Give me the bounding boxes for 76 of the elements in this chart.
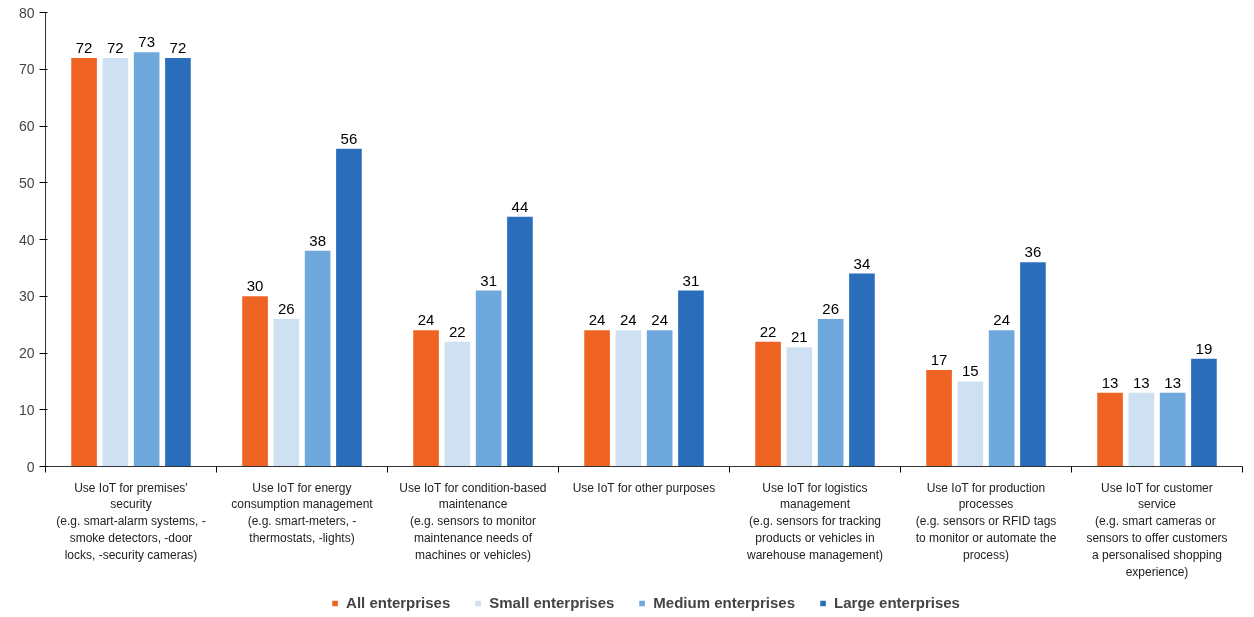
data-label: 13 xyxy=(1133,373,1150,391)
data-label: 24 xyxy=(651,311,668,329)
data-label: 72 xyxy=(107,38,124,56)
data-label: 26 xyxy=(822,299,839,317)
data-label: 24 xyxy=(417,311,435,329)
y-tick-label: 50 xyxy=(18,174,35,191)
data-label: 31 xyxy=(480,271,497,289)
data-label: 34 xyxy=(853,254,871,272)
y-tick-label: 30 xyxy=(18,288,35,305)
bar xyxy=(786,347,813,467)
x-tick-label: Use IoT for condition-based maintenance (e.g. sensors to monitor maintenance needs of machines or vehicles) xyxy=(399,480,547,562)
bar xyxy=(988,330,1015,467)
bar xyxy=(849,273,875,467)
bar xyxy=(413,330,439,467)
bar xyxy=(957,381,984,467)
bar xyxy=(584,330,610,467)
bar xyxy=(273,318,300,467)
data-label: 30 xyxy=(246,277,264,295)
bar xyxy=(304,250,331,467)
bar xyxy=(678,290,704,467)
y-tick-label: 20 xyxy=(18,345,35,361)
data-label: 44 xyxy=(511,197,529,215)
bar xyxy=(926,370,952,467)
bar xyxy=(102,57,129,467)
bar xyxy=(646,330,673,467)
data-label: 22 xyxy=(759,322,777,340)
bar xyxy=(1097,392,1123,467)
data-label: 21 xyxy=(791,328,808,346)
data-label: 22 xyxy=(449,322,466,340)
data-label: 24 xyxy=(993,311,1010,329)
data-label: 24 xyxy=(620,311,637,329)
bar xyxy=(1159,392,1186,467)
data-label: 13 xyxy=(1101,373,1119,391)
data-label: 31 xyxy=(682,271,700,289)
data-label: 73 xyxy=(138,33,155,51)
y-tick-label: 80 xyxy=(18,4,35,21)
data-label: 17 xyxy=(930,351,948,369)
y-tick-label: 40 xyxy=(18,231,35,248)
data-label: 72 xyxy=(169,38,187,56)
data-label: 36 xyxy=(1024,243,1042,261)
bar xyxy=(507,216,533,467)
y-tick-label: 60 xyxy=(18,118,35,134)
data-label: 19 xyxy=(1195,339,1213,357)
bar xyxy=(444,341,471,467)
y-tick-label: 0 xyxy=(26,458,35,475)
x-tick-label: Use IoT for customer service (e.g. smart cameras or sensors to offer customers a personalised shopping experience) xyxy=(1086,480,1228,579)
bar xyxy=(336,148,362,467)
bar xyxy=(242,296,268,467)
data-label: 15 xyxy=(962,362,979,380)
legend-label: All enterprises xyxy=(346,594,451,611)
bar xyxy=(1191,358,1217,467)
legend-label: Large enterprises xyxy=(834,594,960,611)
bar xyxy=(817,318,844,467)
x-tick-label: Use IoT for premises' security (e.g. smart-alarm systems, - smoke detectors, -door locks, -security cameras) xyxy=(56,480,206,562)
data-label: 24 xyxy=(588,311,606,329)
bar xyxy=(755,341,781,467)
bar xyxy=(1020,262,1046,467)
bar xyxy=(165,57,191,467)
data-label: 13 xyxy=(1164,373,1181,391)
legend-label: Small enterprises xyxy=(489,594,615,611)
x-tick-label: Use IoT for other purposes xyxy=(572,480,716,495)
x-tick-label: Use IoT for logistics management (e.g. sensors for tracking products or vehicles in warehouse management) xyxy=(745,480,884,562)
bar xyxy=(133,52,160,467)
y-tick-label: 70 xyxy=(18,61,35,78)
data-label: 26 xyxy=(278,299,295,317)
data-label: 56 xyxy=(340,129,358,147)
y-tick-label: 10 xyxy=(18,401,35,418)
x-tick-label: Use IoT for energy consumption management (e.g. smart-meters, - thermostats, -lights) xyxy=(231,480,374,545)
legend-label: Medium enterprises xyxy=(653,594,796,611)
bar xyxy=(1128,392,1155,467)
data-label: 72 xyxy=(75,38,93,56)
x-tick-label: Use IoT for production processes (e.g. sensors or RFID tags to monitor or automate the process) xyxy=(915,480,1057,562)
bar xyxy=(475,290,502,467)
bar xyxy=(615,330,642,467)
bar xyxy=(71,57,97,467)
data-label: 38 xyxy=(309,231,326,249)
